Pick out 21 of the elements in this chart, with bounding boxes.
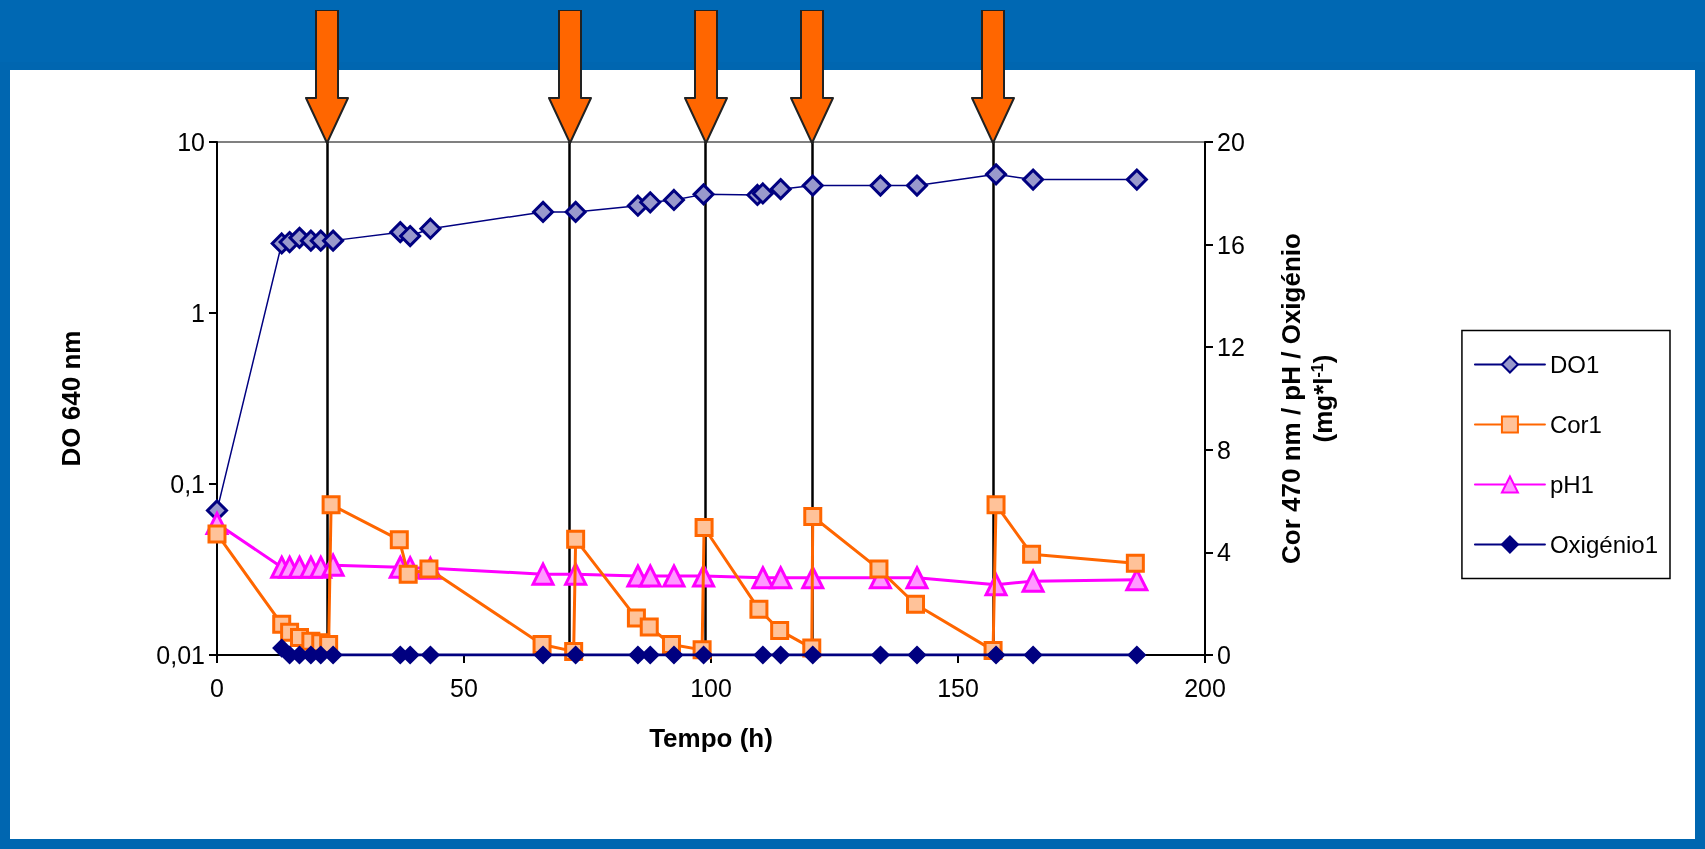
y2-tick-label: 20 [1217,128,1245,156]
y2-tick-label: 4 [1217,538,1231,567]
x-tick-label: 200 [1184,673,1226,702]
y-axis-title: DO 640 nm [56,330,86,467]
legend-label: pH1 [1549,471,1594,498]
y-tick-label: 10 [177,128,205,156]
x-tick-label: 100 [690,673,732,702]
legend-label: DO1 [1549,351,1600,378]
x-tick-label: 150 [937,673,979,702]
y2-tick-label: 16 [1217,230,1245,259]
legend-label: Oxigénio1 [1549,531,1659,558]
y2-tick-label: 12 [1217,333,1245,362]
y-tick-label: 0,1 [170,470,205,498]
y-tick-label: 0,01 [156,641,205,669]
x-axis-title: Tempo (h) [649,723,773,753]
legend-label: Cor1 [1549,411,1602,438]
y2-tick-label: 8 [1217,435,1231,464]
y-tick-label: 1 [191,299,205,327]
y2-tick-label: 0 [1217,641,1231,669]
x-tick-label: 50 [450,673,478,702]
x-tick-label: 0 [210,673,224,702]
